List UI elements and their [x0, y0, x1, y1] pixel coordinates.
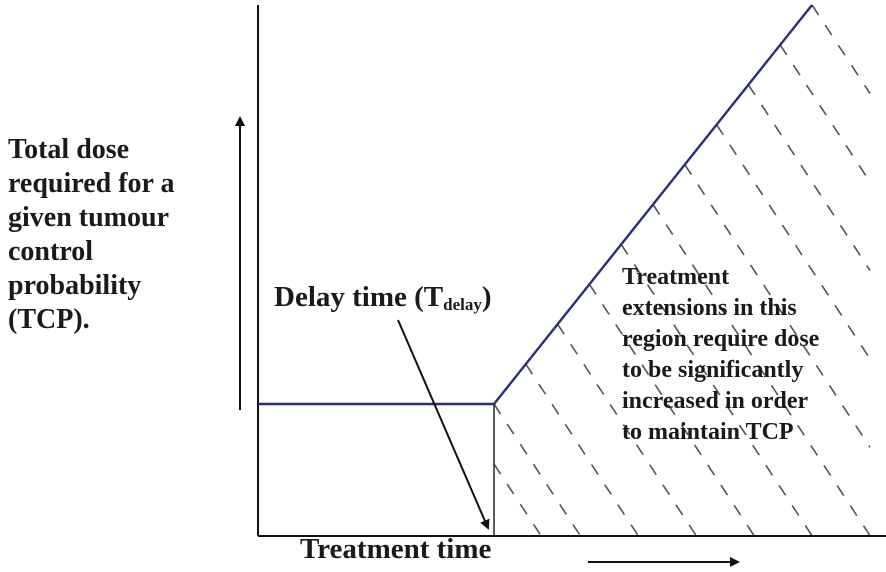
delay-time-label: Delay time (Tdelay): [274, 280, 492, 314]
region-annotation-line: to maintain TCP: [622, 419, 794, 445]
delay-label-main: Delay time (T: [274, 281, 444, 313]
hatch-line: [525, 363, 640, 537]
x-axis-label: Treatment time: [300, 533, 492, 565]
region-annotation: Treatment extensions in this region requ…: [622, 262, 819, 448]
hatch-line: [588, 283, 755, 537]
delay-time-pointer-arrow: [397, 319, 490, 530]
hatch-line: [747, 84, 871, 271]
hatch-line: [556, 323, 698, 537]
y-axis-label-line: probability: [8, 270, 142, 301]
region-annotation-line: increased in order: [622, 388, 809, 414]
delay-label-close: ): [481, 281, 492, 313]
y-axis-label-line: (TCP).: [8, 304, 90, 335]
hatch-line: [493, 463, 542, 537]
hatch-line: [779, 44, 871, 183]
hatched-region: [493, 4, 871, 537]
region-annotation-line: Treatment: [622, 264, 730, 290]
y-axis-label: Total dose required for a given tumour c…: [8, 133, 174, 337]
hatch-line: [493, 403, 582, 537]
hatch-line: [620, 243, 813, 537]
y-axis-label-line: required for a: [8, 168, 175, 199]
hatch-line: [811, 4, 871, 94]
y-axis-label-line: given tumour: [8, 202, 169, 233]
delay-label-subscript: delay: [443, 295, 482, 314]
y-axis-label-line: control: [8, 236, 94, 267]
region-annotation-line: extensions in this: [622, 295, 797, 321]
hatch-line: [652, 204, 871, 537]
region-annotation-line: region require dose: [622, 326, 820, 352]
hatch-line: [684, 164, 871, 448]
region-annotation-line: to be significantly: [622, 357, 804, 383]
y-axis-label-line: Total dose: [8, 134, 130, 165]
